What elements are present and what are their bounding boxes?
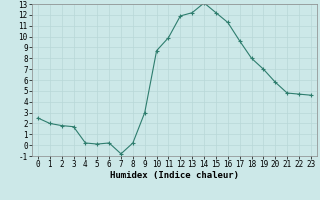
X-axis label: Humidex (Indice chaleur): Humidex (Indice chaleur)	[110, 171, 239, 180]
